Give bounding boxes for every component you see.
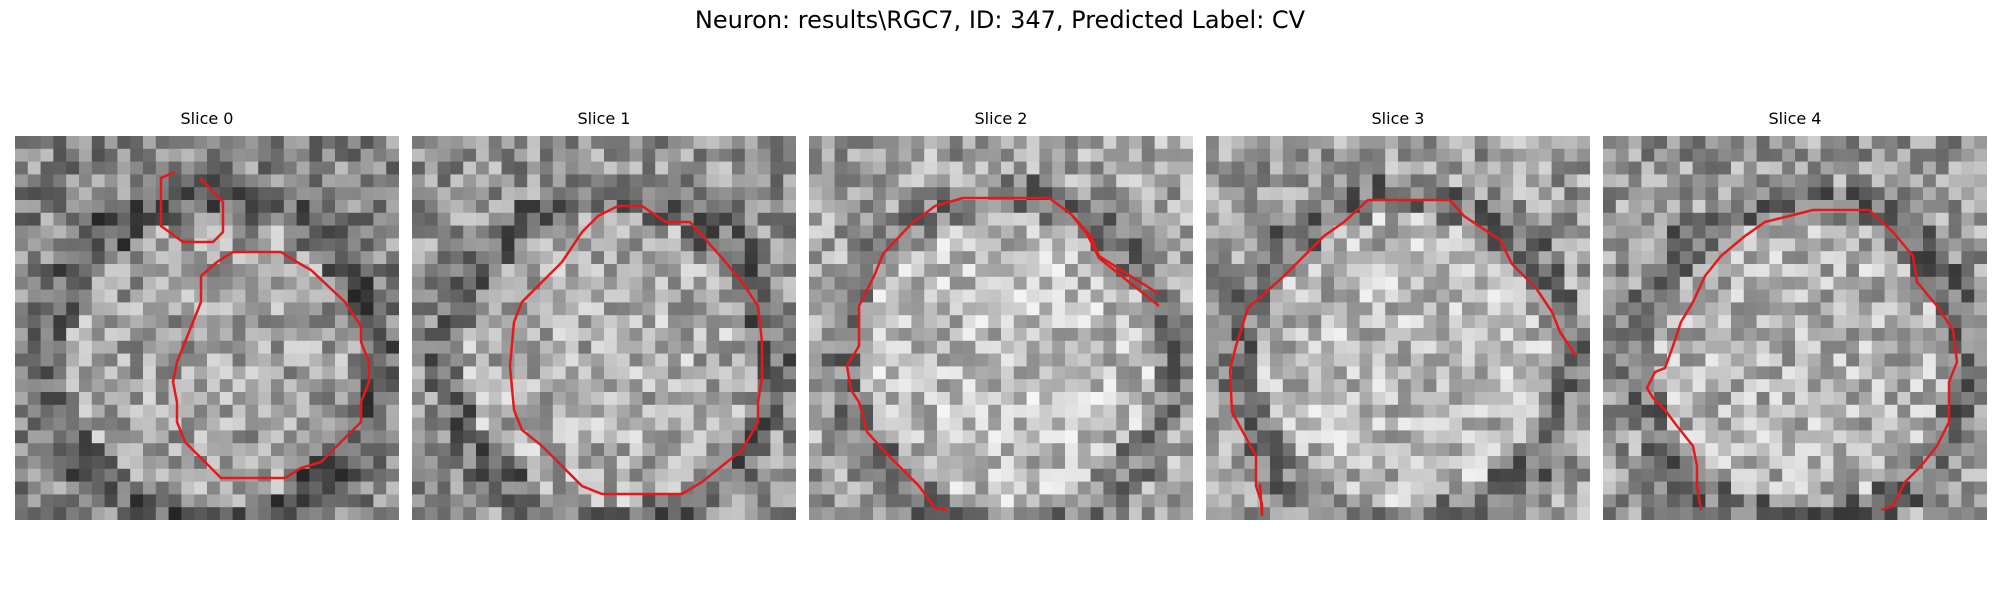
slice-title: Slice 3 — [1371, 109, 1425, 128]
slice-image-1 — [412, 136, 796, 520]
slice-panel-2: Slice 2 — [809, 108, 1193, 520]
slice-panel-3: Slice 3 — [1206, 108, 1590, 520]
slice-image-0 — [15, 136, 399, 520]
slice-panel-0: Slice 0 — [15, 108, 399, 520]
slice-panel-4: Slice 4 — [1603, 108, 1987, 520]
neuron-contour — [508, 204, 764, 496]
slice-image-3 — [1206, 136, 1590, 520]
slice-panel-1: Slice 1 — [412, 108, 796, 520]
slice-image-4 — [1603, 136, 1987, 520]
neuron-contour — [1645, 208, 1959, 512]
slice-title: Slice 0 — [180, 109, 234, 128]
figure-title: Neuron: results\RGC7, ID: 347, Predicted… — [694, 6, 1306, 34]
slice-title: Slice 4 — [1768, 109, 1822, 128]
neuron-contour — [1228, 198, 1578, 517]
slice-title: Slice 1 — [577, 109, 631, 128]
slice-image-2 — [809, 136, 1193, 520]
slice-title: Slice 2 — [974, 109, 1028, 128]
neuron-contour — [845, 196, 1160, 512]
neuron-contour — [159, 170, 371, 480]
